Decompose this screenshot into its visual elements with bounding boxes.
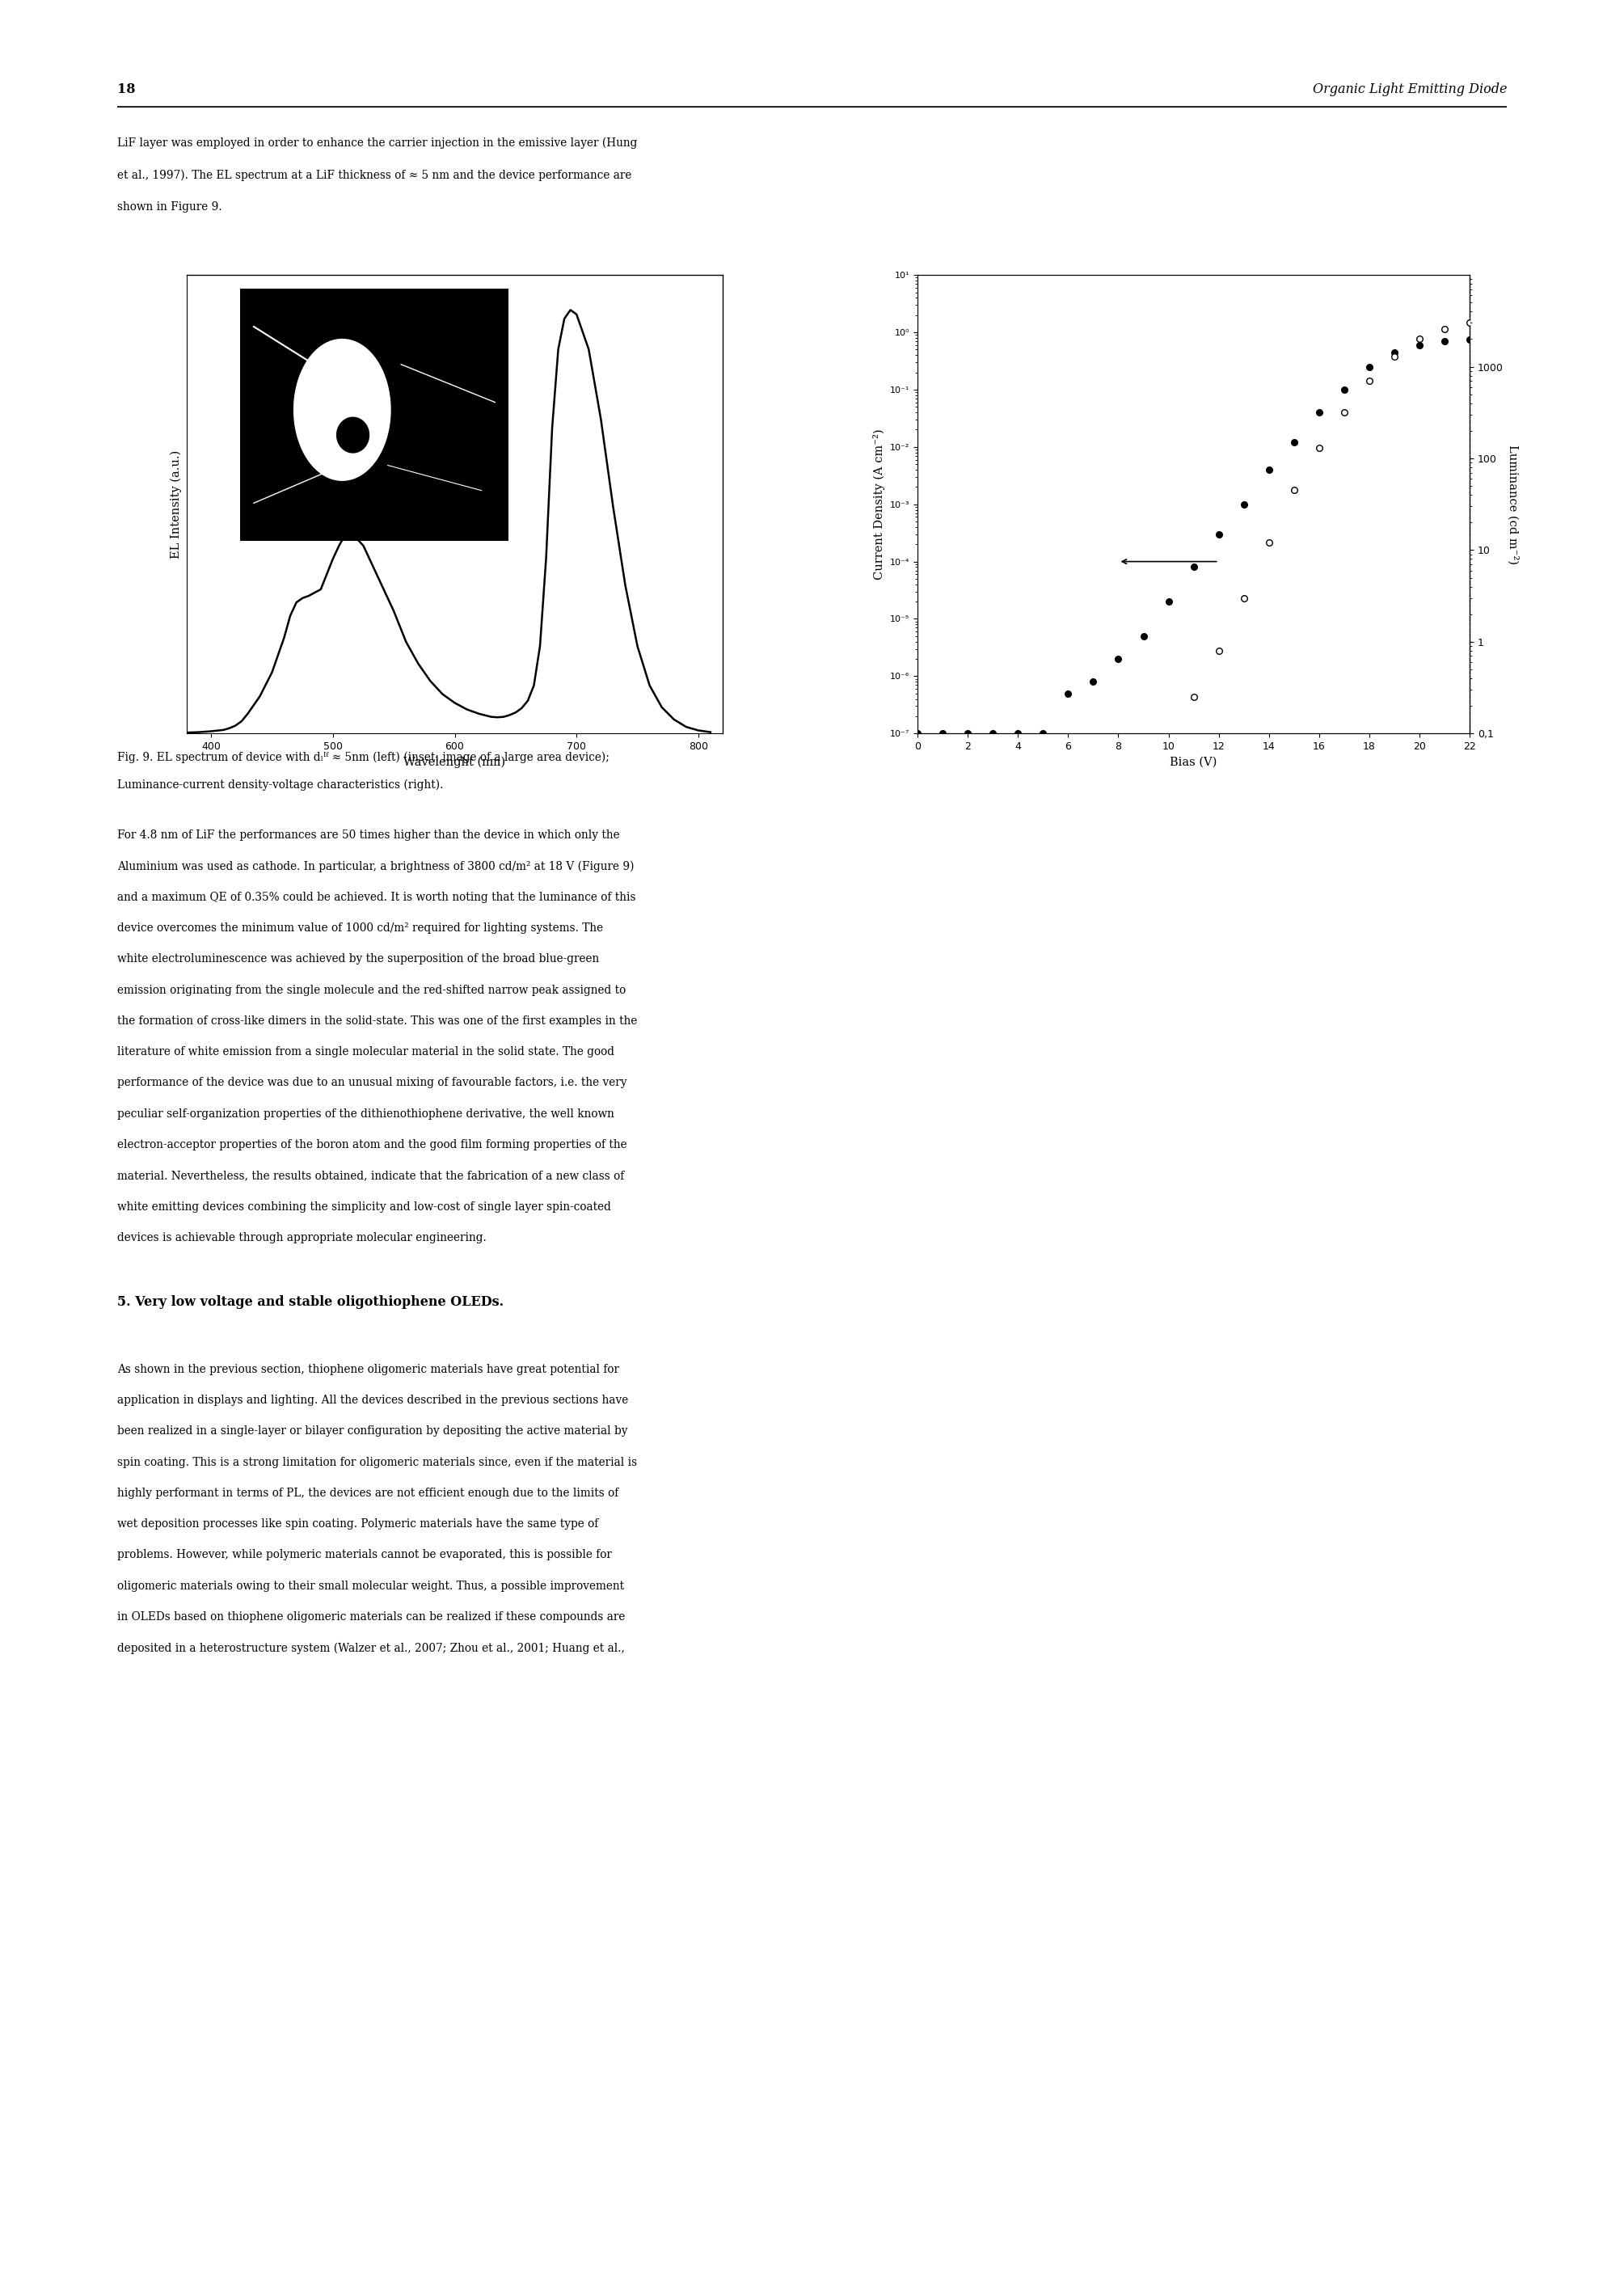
Text: et al., 1997). The EL spectrum at a LiF thickness of ≈ 5 nm and the device perfo: et al., 1997). The EL spectrum at a LiF … bbox=[117, 170, 632, 181]
Text: white emitting devices combining the simplicity and low-cost of single layer spi: white emitting devices combining the sim… bbox=[117, 1201, 611, 1212]
Text: devices is achievable through appropriate molecular engineering.: devices is achievable through appropriat… bbox=[117, 1233, 486, 1242]
Y-axis label: EL Intensity (a.u.): EL Intensity (a.u.) bbox=[171, 449, 182, 559]
Text: 5. Very low voltage and stable oligothiophene OLEDs.: 5. Very low voltage and stable oligothio… bbox=[117, 1295, 503, 1309]
Text: performance of the device was due to an unusual mixing of favourable factors, i.: performance of the device was due to an … bbox=[117, 1077, 627, 1089]
Text: electron-acceptor properties of the boron atom and the good film forming propert: electron-acceptor properties of the boro… bbox=[117, 1139, 627, 1151]
Text: device overcomes the minimum value of 1000 cd/m² required for lighting systems. : device overcomes the minimum value of 10… bbox=[117, 921, 603, 933]
Text: emission originating from the single molecule and the red-shifted narrow peak as: emission originating from the single mol… bbox=[117, 986, 625, 995]
Text: application in displays and lighting. All the devices described in the previous : application in displays and lighting. Al… bbox=[117, 1394, 628, 1405]
Text: peculiar self-organization properties of the dithienothiophene derivative, the w: peculiar self-organization properties of… bbox=[117, 1109, 614, 1118]
Text: been realized in a single-layer or bilayer configuration by depositing the activ: been realized in a single-layer or bilay… bbox=[117, 1426, 627, 1437]
Text: wet deposition processes like spin coating. Polymeric materials have the same ty: wet deposition processes like spin coati… bbox=[117, 1517, 598, 1529]
Text: highly performant in terms of PL, the devices are not efficient enough due to th: highly performant in terms of PL, the de… bbox=[117, 1488, 619, 1499]
Text: 18: 18 bbox=[117, 83, 135, 96]
X-axis label: Bias (V): Bias (V) bbox=[1169, 756, 1218, 768]
Text: problems. However, while polymeric materials cannot be evaporated, this is possi: problems. However, while polymeric mater… bbox=[117, 1549, 612, 1561]
Text: For 4.8 nm of LiF the performances are 50 times higher than the device in which : For 4.8 nm of LiF the performances are 5… bbox=[117, 830, 619, 841]
Text: and a maximum QE of 0.35% could be achieved. It is worth noting that the luminan: and a maximum QE of 0.35% could be achie… bbox=[117, 892, 635, 903]
Text: LiF layer was employed in order to enhance the carrier injection in the emissive: LiF layer was employed in order to enhan… bbox=[117, 138, 637, 149]
Text: spin coating. This is a strong limitation for oligomeric materials since, even i: spin coating. This is a strong limitatio… bbox=[117, 1458, 637, 1467]
Y-axis label: Current Density (A cm⁻²): Current Density (A cm⁻²) bbox=[874, 429, 885, 580]
Text: shown in Figure 9.: shown in Figure 9. bbox=[117, 202, 222, 213]
Text: literature of white emission from a single molecular material in the solid state: literature of white emission from a sing… bbox=[117, 1045, 614, 1057]
Text: oligomeric materials owing to their small molecular weight. Thus, a possible imp: oligomeric materials owing to their smal… bbox=[117, 1581, 624, 1591]
X-axis label: Wavelenght (nm): Wavelenght (nm) bbox=[404, 756, 505, 768]
Y-axis label: Luminance (cd m⁻²): Luminance (cd m⁻²) bbox=[1507, 445, 1518, 564]
Text: Organic Light Emitting Diode: Organic Light Emitting Diode bbox=[1312, 83, 1507, 96]
Text: As shown in the previous section, thiophene oligomeric materials have great pote: As shown in the previous section, thioph… bbox=[117, 1364, 619, 1375]
Text: material. Nevertheless, the results obtained, indicate that the fabrication of a: material. Nevertheless, the results obta… bbox=[117, 1169, 624, 1180]
Text: Luminance-current density-voltage characteristics (right).: Luminance-current density-voltage charac… bbox=[117, 779, 443, 791]
Text: in OLEDs based on thiophene oligomeric materials can be realized if these compou: in OLEDs based on thiophene oligomeric m… bbox=[117, 1611, 625, 1623]
Text: Aluminium was used as cathode. In particular, a brightness of 3800 cd/m² at 18 V: Aluminium was used as cathode. In partic… bbox=[117, 860, 633, 873]
Text: Fig. 9. EL spectrum of device with dₗᴵᶠ ≈ 5nm (left) (inset: image of a large ar: Fig. 9. EL spectrum of device with dₗᴵᶠ … bbox=[117, 752, 609, 763]
Text: the formation of cross-like dimers in the solid-state. This was one of the first: the formation of cross-like dimers in th… bbox=[117, 1015, 637, 1027]
Text: white electroluminescence was achieved by the superposition of the broad blue-gr: white electroluminescence was achieved b… bbox=[117, 953, 599, 965]
Text: deposited in a heterostructure system (Walzer et al., 2007; Zhou et al., 2001; H: deposited in a heterostructure system (W… bbox=[117, 1641, 625, 1655]
